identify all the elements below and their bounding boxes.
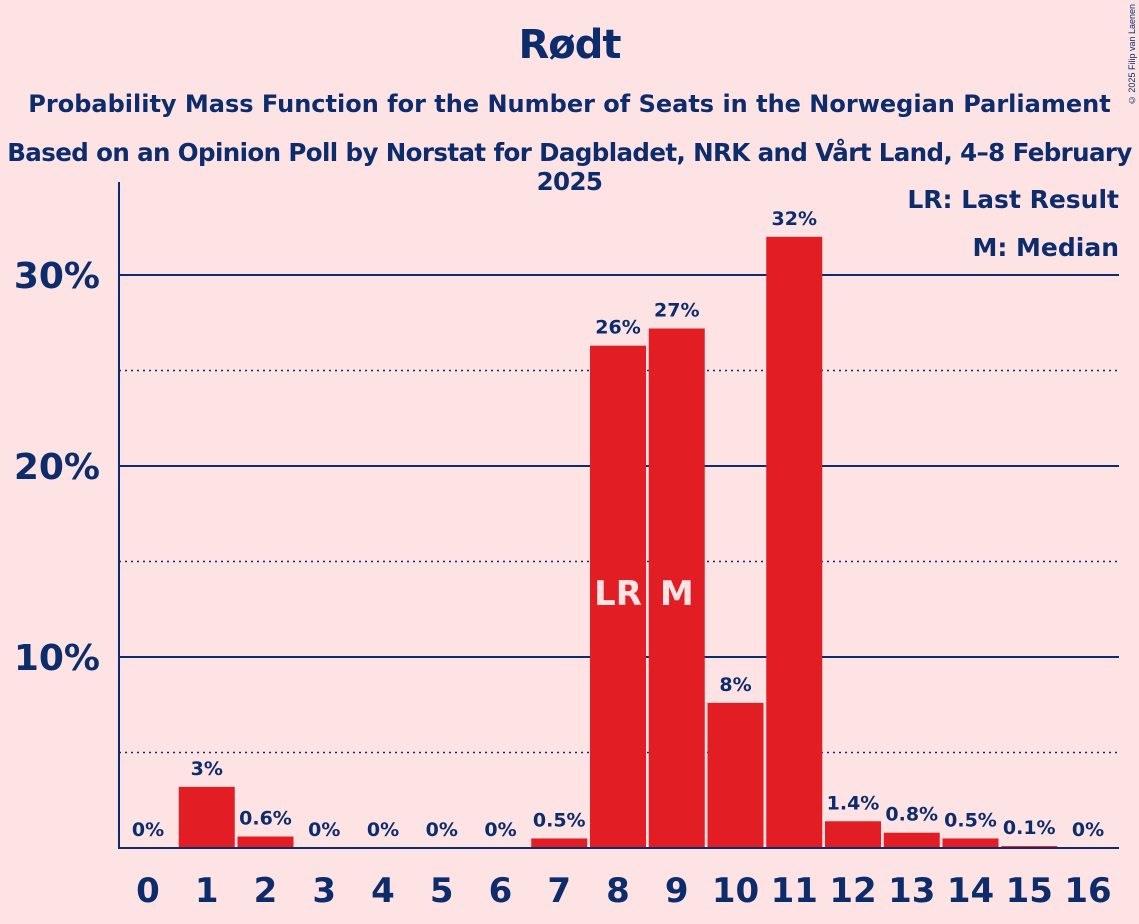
x-tick-label: 10 xyxy=(712,871,759,911)
x-tick-label: 13 xyxy=(888,871,935,911)
data-label: 8% xyxy=(719,674,751,696)
bar xyxy=(942,838,999,848)
data-label: 26% xyxy=(595,317,640,339)
x-tick-label: 14 xyxy=(947,871,994,911)
bar xyxy=(766,236,823,849)
data-label: 3% xyxy=(191,758,223,780)
x-tick-label: 3 xyxy=(312,871,336,911)
data-label: 0% xyxy=(308,819,340,841)
data-label: 1.4% xyxy=(827,792,880,814)
data-label: 32% xyxy=(772,208,817,230)
bar xyxy=(648,328,705,849)
x-tick-label: 1 xyxy=(195,871,219,911)
bar xyxy=(707,702,764,848)
chart-subtitle-source: Based on an Opinion Poll by Norstat for … xyxy=(7,138,1132,196)
x-tick-label: 0 xyxy=(136,871,160,911)
x-tick-label: 4 xyxy=(371,871,395,911)
data-label: 0.6% xyxy=(239,808,292,830)
x-tick-label: 15 xyxy=(1006,871,1053,911)
bar xyxy=(590,345,646,848)
bar xyxy=(883,832,940,848)
bar xyxy=(178,786,235,848)
data-label: 0% xyxy=(484,819,516,841)
x-tick-label: 9 xyxy=(665,871,689,911)
data-label: 0% xyxy=(1072,819,1104,841)
data-label: 0.1% xyxy=(1003,817,1056,839)
x-tick-label: 16 xyxy=(1064,871,1111,911)
x-tick-label: 6 xyxy=(489,871,513,911)
x-tick-label: 8 xyxy=(606,871,630,911)
y-tick-label: 10% xyxy=(14,638,100,679)
bar xyxy=(237,836,294,848)
bar xyxy=(825,821,881,848)
x-tick-label: 5 xyxy=(430,871,454,911)
y-tick-label: 30% xyxy=(14,256,100,297)
data-label: 27% xyxy=(654,299,699,321)
data-label: 0.5% xyxy=(944,809,997,831)
x-tick-label: 11 xyxy=(771,871,818,911)
legend-last-result: LR: Last Result xyxy=(907,185,1119,214)
data-label: 0% xyxy=(426,819,458,841)
data-label: 0.8% xyxy=(885,804,938,826)
chart-subtitle: Probability Mass Function for the Number… xyxy=(28,90,1111,118)
chart-title: Rødt xyxy=(518,22,621,68)
x-tick-label: 2 xyxy=(254,871,278,911)
legend-median: M: Median xyxy=(972,233,1119,262)
x-tick-label: 7 xyxy=(547,871,571,911)
data-label: 0% xyxy=(367,819,399,841)
y-tick-label: 20% xyxy=(14,447,100,488)
x-tick-label: 12 xyxy=(829,871,876,911)
data-label: 0% xyxy=(132,819,164,841)
bar-marker-label: LR xyxy=(594,574,642,614)
bar-marker-label: M xyxy=(660,574,694,614)
bar xyxy=(531,838,588,848)
data-label: 0.5% xyxy=(533,809,586,831)
